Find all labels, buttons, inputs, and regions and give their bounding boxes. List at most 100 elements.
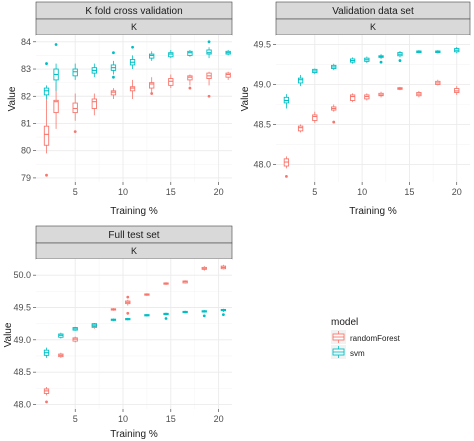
boxplot-svm — [297, 74, 304, 87]
x-tick-label: 15 — [166, 187, 176, 197]
boxplot-randomForest — [331, 104, 337, 124]
boxplot-randomForest — [378, 91, 384, 98]
boxplot-svm — [187, 49, 193, 57]
panel-validation-data-set: Validation data set K Value Training % 5… — [240, 1, 471, 217]
y-tick-label: 49.5 — [253, 40, 271, 50]
boxplot-randomForest — [435, 79, 441, 86]
y-tick-label: 48.5 — [253, 119, 271, 129]
outlier-point — [202, 314, 206, 318]
boxplot-svm — [43, 62, 50, 99]
boxplot-randomForest — [225, 71, 231, 80]
plot-area: 5 10 15 20 48.0 48.5 49.0 49.5 — [253, 35, 470, 197]
outlier-point — [332, 120, 336, 124]
legend-label: randomForest — [350, 334, 401, 343]
outlier-point — [207, 40, 211, 44]
boxplot-randomForest — [149, 77, 155, 95]
boxplot-randomForest — [364, 93, 370, 101]
x-axis-title: Training % — [110, 206, 158, 217]
boxplot-svm — [182, 310, 188, 314]
y-tick-label: 81 — [21, 118, 31, 128]
boxplot-randomForest — [182, 280, 188, 284]
boxplot-svm — [331, 63, 337, 71]
y-tick-label: 49.0 — [253, 80, 271, 90]
outlier-point — [188, 86, 192, 90]
y-tick-label: 83 — [21, 64, 31, 74]
plot-area: 5 10 15 20 79 80 81 82 83 84 — [21, 35, 232, 197]
x-tick-label: 10 — [357, 187, 367, 197]
box — [110, 90, 117, 96]
outlier-point — [164, 317, 168, 320]
x-tick-label: 5 — [73, 414, 78, 424]
boxplot-randomForest — [129, 79, 136, 99]
outlier-point — [150, 92, 154, 95]
boxplot-svm — [220, 308, 227, 317]
boxplot-randomForest — [91, 93, 97, 116]
facet-strip-label: K — [131, 246, 137, 256]
outlier-point — [126, 295, 130, 299]
facet-strip-label: K — [370, 22, 376, 32]
legend: model randomForest svm — [331, 317, 401, 359]
y-axis-title: Value — [7, 86, 18, 111]
plot-background — [36, 259, 232, 409]
box — [72, 102, 78, 114]
box — [168, 52, 174, 58]
boxplot-randomForest — [220, 264, 227, 270]
boxplot-svm — [149, 51, 155, 61]
y-tick-label: 80 — [21, 146, 31, 156]
y-tick-label: 82 — [21, 91, 31, 101]
outlier-point — [207, 94, 211, 98]
legend-item-randomforest: randomForest — [331, 330, 401, 344]
panel-full-test-set: Full test set K Value Training % 5 10 15 20… — [3, 225, 233, 440]
boxplot-svm — [435, 50, 441, 54]
box — [225, 72, 231, 78]
box — [91, 98, 97, 109]
panel-title: K fold cross validation — [85, 6, 182, 17]
y-tick-label: 48.0 — [253, 159, 271, 169]
boxplot-randomForest — [201, 266, 207, 271]
x-tick-label: 20 — [214, 187, 224, 197]
boxplot-randomForest — [43, 387, 50, 404]
box — [43, 87, 50, 96]
outlier-point — [73, 130, 77, 134]
box — [43, 125, 50, 146]
plot-area: 5 10 15 20 48.0 48.5 49.0 49.5 50.0 — [13, 259, 232, 424]
outlier-point — [45, 400, 48, 404]
boxplot-randomForest — [163, 282, 169, 285]
boxplot-randomForest — [72, 93, 78, 134]
boxplot-svm — [129, 45, 136, 70]
outlier-point — [379, 60, 383, 64]
x-tick-label: 10 — [118, 414, 128, 424]
outlier-point — [131, 45, 134, 49]
boxplot-svm — [364, 56, 370, 63]
x-tick-label: 20 — [214, 414, 224, 424]
facet-strip-label: K — [131, 22, 137, 32]
boxplot-randomForest — [416, 90, 422, 98]
boxplot-svm — [110, 318, 117, 322]
x-tick-label: 20 — [452, 187, 462, 197]
x-tick-label: 5 — [312, 187, 317, 197]
boxplot-randomForest — [168, 74, 174, 89]
outlier-point — [112, 75, 115, 79]
boxplot-svm — [91, 63, 97, 78]
box — [297, 77, 304, 84]
x-tick-label: 5 — [73, 187, 78, 197]
boxplot-randomForest — [72, 336, 78, 343]
boxplot-svm — [144, 313, 150, 317]
box — [187, 75, 193, 81]
boxplot-svm — [168, 49, 174, 59]
boxplot-randomForest — [125, 295, 131, 315]
outlier-point — [221, 313, 225, 317]
box — [149, 82, 155, 89]
plot-background — [36, 35, 232, 182]
boxplot-randomForest — [397, 86, 403, 91]
boxplot-svm — [72, 326, 78, 331]
box — [53, 99, 59, 114]
box — [168, 78, 174, 86]
box — [129, 86, 136, 92]
boxplot-svm — [312, 68, 318, 75]
y-tick-label: 50.0 — [13, 270, 31, 280]
boxplot-randomForest — [454, 86, 460, 95]
boxplot-randomForest — [297, 124, 304, 133]
outlier-point — [126, 311, 130, 315]
boxplot-randomForest — [350, 93, 356, 103]
